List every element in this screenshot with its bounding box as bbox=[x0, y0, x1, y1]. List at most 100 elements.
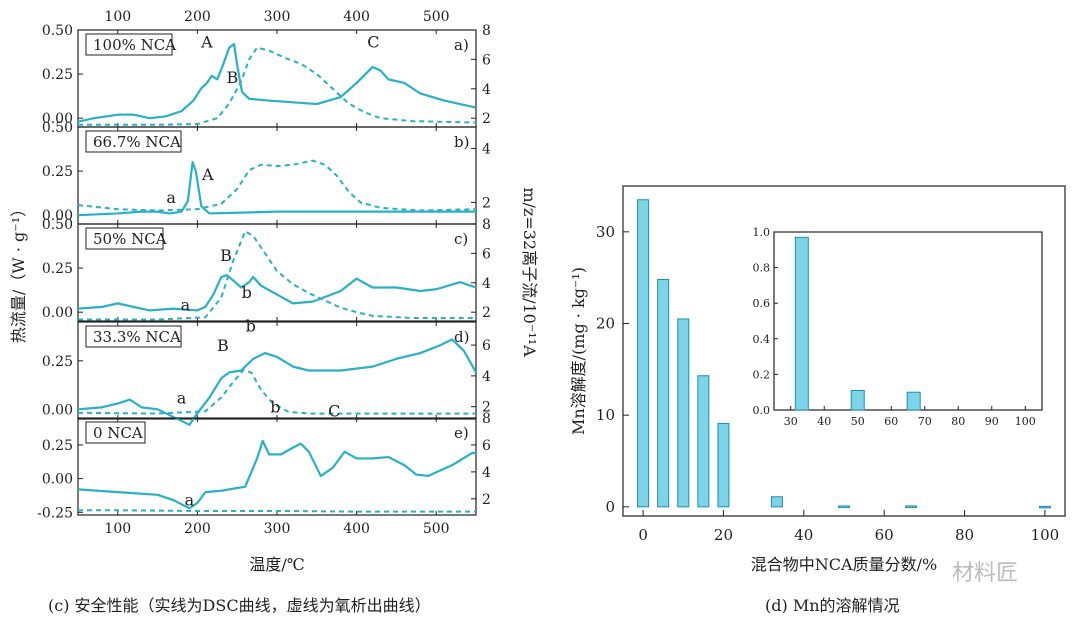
x-tick-label-bottom: 300 bbox=[264, 521, 291, 537]
bar bbox=[1038, 505, 1051, 509]
y-tick-label-left: 0.00 bbox=[42, 208, 73, 224]
panel-label-box bbox=[85, 130, 182, 153]
y-tick-label-left: 0.25 bbox=[42, 164, 73, 180]
x-tick-label-bottom: 200 bbox=[184, 521, 211, 537]
peak-label: b bbox=[246, 317, 256, 336]
y-tick-label-right: 4 bbox=[482, 82, 491, 98]
y-tick-label-right: 2 bbox=[482, 195, 491, 211]
panel-label: 0 NCA bbox=[93, 424, 143, 442]
y-tick-label-left: 0.00 bbox=[42, 111, 73, 127]
panel-tag: a) bbox=[454, 36, 469, 54]
peak-label: a bbox=[166, 188, 176, 207]
y-tick-label-left: 0.50 bbox=[42, 120, 73, 136]
panel-label-box bbox=[85, 33, 173, 56]
dsc-curve bbox=[77, 161, 476, 217]
peak-label: A bbox=[201, 165, 214, 184]
inset-x-tick-label: 60 bbox=[884, 415, 898, 428]
y-tick-label-right: 2 bbox=[482, 111, 491, 127]
x-tick-label: 60 bbox=[875, 526, 894, 544]
y-tick-label-right: 2 bbox=[482, 305, 491, 321]
panel-label-box bbox=[85, 421, 146, 444]
x-axis-title: 混合物中NCA质量分数/% bbox=[751, 555, 937, 574]
inset-x-tick-label: 40 bbox=[817, 415, 831, 428]
y-tick-label-right: 6 bbox=[482, 338, 491, 354]
panel-label-box bbox=[85, 325, 182, 348]
y-tick-label: 20 bbox=[596, 315, 615, 333]
dsc-curve bbox=[77, 274, 477, 312]
y-tick-label-left: 0.25 bbox=[42, 67, 73, 83]
watermark-text: 材料匠 bbox=[952, 561, 1019, 586]
o2-release-curve bbox=[78, 229, 476, 321]
y-tick-label: 0 bbox=[605, 498, 615, 516]
peak-label: B bbox=[220, 246, 232, 265]
x-tick-label-bottom: 100 bbox=[104, 521, 131, 537]
peak-label: b bbox=[242, 283, 252, 302]
y-tick-label-right: 6 bbox=[482, 246, 491, 262]
x-tick-label-bottom: 500 bbox=[423, 521, 450, 537]
x-tick-label-bottom: 400 bbox=[343, 521, 370, 537]
inset-x-tick-label: 70 bbox=[918, 415, 932, 428]
y-tick-label-left: 0.00 bbox=[42, 305, 73, 321]
panel-label: 50% NCA bbox=[93, 230, 167, 248]
inset-y-tick-label: 0.0 bbox=[753, 404, 771, 417]
panel-label: 100% NCA bbox=[93, 36, 176, 54]
y-tick-label-left: 0.00 bbox=[42, 472, 73, 488]
peak-label: a bbox=[181, 295, 191, 314]
x-tick-label: 20 bbox=[714, 526, 733, 544]
peak-label: B bbox=[217, 336, 229, 355]
y-tick-label: 30 bbox=[596, 223, 615, 241]
y-tick-label-left: 0.25 bbox=[42, 354, 73, 370]
inset-x-tick-label: 100 bbox=[1015, 415, 1036, 428]
x-tick-label: 100 bbox=[1031, 526, 1060, 544]
peak-label: C bbox=[328, 402, 340, 421]
y-tick-label-right: 8 bbox=[482, 411, 491, 427]
peak-label: a bbox=[177, 388, 187, 407]
panel-tag: b) bbox=[454, 133, 469, 151]
panel-label-box bbox=[85, 227, 164, 250]
dsc-panel: 0.25 0.00 6 4 2 33.3% NCA d) a Bb bbox=[42, 317, 491, 426]
panel-tag: e) bbox=[454, 424, 469, 442]
y-tick-label-left: 0.00 bbox=[42, 402, 73, 418]
inset-bar bbox=[794, 236, 809, 411]
o2-release-curve bbox=[77, 159, 477, 212]
peak-label: C bbox=[367, 33, 379, 52]
x-tick-label: 80 bbox=[955, 526, 974, 544]
peak-label: B bbox=[227, 68, 239, 87]
peak-label: b bbox=[270, 398, 280, 417]
bar bbox=[770, 496, 783, 508]
y-axis-title: Mn溶解度/(mg · kg⁻¹) bbox=[569, 267, 588, 435]
inset-x-tick-label: 30 bbox=[784, 415, 798, 428]
inset-y-tick-label: 0.6 bbox=[753, 297, 771, 310]
o2-release-curve bbox=[78, 509, 476, 513]
dsc-panel: 0.50 0.25 0.00 8 6 4 2 100% NCA a) AB C bbox=[42, 23, 491, 128]
dsc-curve bbox=[77, 43, 477, 123]
x-tick-label: 40 bbox=[794, 526, 813, 544]
inset-y-tick-label: 0.2 bbox=[753, 368, 771, 381]
x-tick-label-top: 300 bbox=[264, 9, 291, 25]
inset-x-tick-label: 90 bbox=[985, 415, 999, 428]
inset-x-tick-label: 50 bbox=[851, 415, 865, 428]
x-tick-label-top: 100 bbox=[104, 9, 131, 25]
y-tick-label-left: -0.25 bbox=[37, 505, 73, 521]
bar bbox=[717, 422, 730, 508]
inset-bar bbox=[850, 389, 865, 411]
bar bbox=[905, 505, 918, 508]
y-tick-label-right: 4 bbox=[482, 465, 491, 481]
dsc-panel: 0.50 0.25 0.00 8 6 4 2 50% NCA c) a Bb bbox=[42, 217, 491, 322]
panel-label: 66.7% NCA bbox=[93, 133, 181, 151]
bar bbox=[697, 375, 710, 508]
peak-label: a bbox=[185, 491, 195, 510]
x-tick-label: 0 bbox=[638, 526, 648, 544]
caption-left: (c) 安全性能（实线为DSC曲线，虚线为氧析出曲线） bbox=[48, 596, 431, 615]
inset-chart: 0.0 0.2 0.4 0.6 0.8 1.0 30 40 50 60 70 80 90 100 bbox=[753, 226, 1043, 428]
caption-right: (d) Mn的溶解情况 bbox=[765, 596, 900, 615]
y-tick-label-left: 0.25 bbox=[42, 438, 73, 454]
inset-y-tick-label: 0.4 bbox=[753, 333, 771, 346]
panel-label: 33.3% NCA bbox=[93, 328, 181, 346]
x-tick-label-top: 500 bbox=[423, 9, 450, 25]
y-tick-label-right: 8 bbox=[482, 23, 491, 39]
bar bbox=[838, 505, 850, 508]
dsc-panel: 0.25 0.00 -0.25 8 6 4 2 0 NCA e) a b C bbox=[37, 398, 491, 522]
